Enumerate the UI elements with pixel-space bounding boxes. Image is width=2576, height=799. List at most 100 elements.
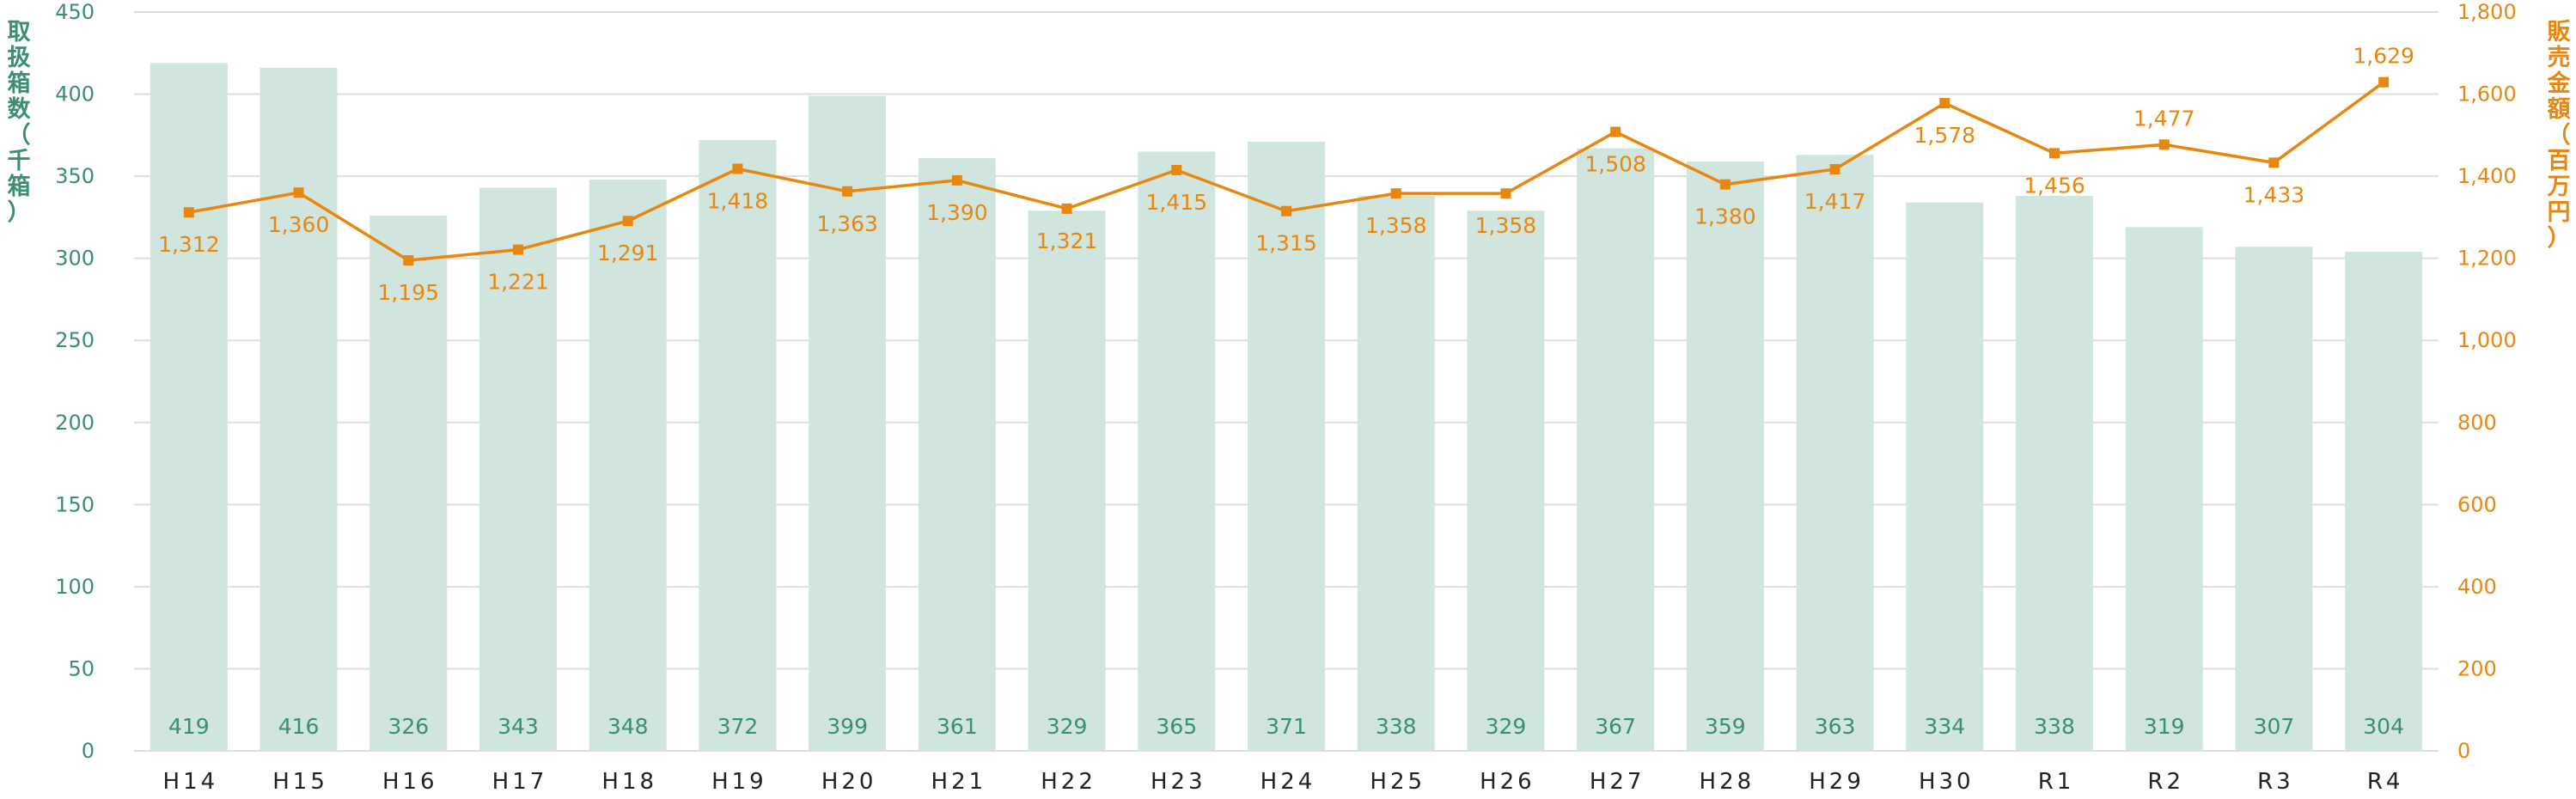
bar-value-label: 363 <box>1815 714 1856 739</box>
line-point <box>842 186 853 197</box>
left-tick-label: 50 <box>68 656 95 680</box>
x-tick-label: H16 <box>382 769 438 795</box>
line-point <box>2049 148 2060 159</box>
left-axis-title: 取扱箱数（千箱） <box>8 19 32 226</box>
line-point <box>1939 98 1950 109</box>
line-value-label: 1,221 <box>487 270 549 295</box>
bar <box>369 215 448 751</box>
bar-value-label: 307 <box>2254 714 2295 739</box>
bar-value-label: 416 <box>278 714 320 739</box>
line-value-label: 1,195 <box>377 280 439 305</box>
bar <box>1467 210 1545 751</box>
bar <box>1906 202 1984 751</box>
x-tick-label: H24 <box>1261 769 1316 795</box>
bar-value-label: 372 <box>717 714 759 739</box>
x-tick-label: H18 <box>601 769 657 795</box>
right-tick-label: 0 <box>2457 739 2470 763</box>
left-axis: 0 50 100 150 200 250 300 350 400 450 <box>55 0 95 763</box>
right-axis-title-text: 販売金額（百万円） <box>2547 19 2572 252</box>
x-tick-label: H15 <box>272 769 328 795</box>
x-tick-label: H22 <box>1041 769 1096 795</box>
line-value-label: 1,360 <box>268 212 330 237</box>
line-value-label: 1,358 <box>1365 213 1427 238</box>
line-value-label: 1,477 <box>2133 106 2195 131</box>
bar-value-label: 334 <box>1924 714 1965 739</box>
bar-value-label: 399 <box>827 714 868 739</box>
right-tick-label: 1,600 <box>2457 82 2517 107</box>
left-tick-label: 200 <box>55 411 95 435</box>
right-tick-label: 600 <box>2457 492 2497 516</box>
right-axis: 0 200 400 600 800 1,000 1,200 1,400 1,600 1,800 <box>2457 0 2517 763</box>
line-value-label: 1,629 <box>2353 44 2414 69</box>
line-value-label: 1,433 <box>2243 182 2305 207</box>
bar-value-label: 338 <box>1376 714 1417 739</box>
bar <box>2125 227 2203 751</box>
line-value-label: 1,418 <box>707 189 769 214</box>
x-tick-label: R2 <box>2147 769 2184 795</box>
line-series <box>183 76 2390 266</box>
bar-series <box>150 63 2423 752</box>
line-value-label: 1,321 <box>1036 229 1098 253</box>
bar <box>2235 247 2313 751</box>
line-point <box>1061 203 1072 214</box>
bar-value-labels: 419 416 326 343 348 372 399 361 329 365 371 338 329 3… <box>168 714 2404 739</box>
line-value-label: 1,417 <box>1804 189 1866 214</box>
bar-value-label: 367 <box>1595 714 1636 739</box>
line-point <box>1281 205 1291 217</box>
line-value-labels: 1,312 1,360 1,195 1,221 1,291 1,418 1,363 1,390… <box>158 44 2414 305</box>
right-tick-label: 1,800 <box>2457 0 2517 24</box>
line-point <box>1610 126 1621 137</box>
line-point <box>1171 164 1182 175</box>
line-point <box>622 216 633 227</box>
left-tick-label: 350 <box>55 164 95 188</box>
bar <box>2016 196 2093 752</box>
bar <box>1357 196 1435 752</box>
line-value-label: 1,508 <box>1584 152 1646 177</box>
x-tick-label: H19 <box>711 769 767 795</box>
x-tick-label: H17 <box>492 769 548 795</box>
bar-value-label: 419 <box>168 714 210 739</box>
right-tick-label: 200 <box>2457 656 2497 680</box>
line-value-label: 1,456 <box>2024 173 2085 198</box>
line-value-label: 1,380 <box>1694 204 1756 229</box>
bar <box>259 67 338 751</box>
bar <box>1577 148 1655 752</box>
line-point <box>1829 163 1840 174</box>
bar-value-label: 329 <box>1047 714 1088 739</box>
bar <box>2345 252 2423 751</box>
line-point <box>951 174 962 186</box>
left-tick-label: 400 <box>55 82 95 107</box>
left-axis-title-text: 取扱箱数（千箱） <box>8 19 32 226</box>
line-point <box>293 187 304 198</box>
line-point <box>2158 139 2170 150</box>
line-point <box>1719 179 1731 190</box>
bar <box>1138 151 1216 751</box>
right-tick-label: 1,200 <box>2457 247 2517 271</box>
line-point <box>1390 188 1401 199</box>
bar-value-label: 304 <box>2363 714 2404 739</box>
right-axis-title: 販売金額（百万円） <box>2547 19 2572 252</box>
line-point <box>183 207 194 218</box>
left-tick-label: 450 <box>55 0 95 24</box>
line-point <box>513 244 523 255</box>
x-tick-label: H25 <box>1370 769 1425 795</box>
bar <box>1028 210 1106 751</box>
bar-value-label: 326 <box>388 714 429 739</box>
line-value-label: 1,312 <box>158 232 220 257</box>
x-tick-label: H14 <box>163 769 219 795</box>
x-tick-label: H27 <box>1590 769 1645 795</box>
bar <box>699 140 777 752</box>
line-point <box>1500 188 1511 199</box>
bar-value-label: 338 <box>2034 714 2075 739</box>
bar-value-label: 319 <box>2144 714 2185 739</box>
x-tick-label: H30 <box>1919 769 1975 795</box>
bar <box>150 63 228 751</box>
line-value-label: 1,415 <box>1145 190 1207 215</box>
bar <box>1248 141 1325 751</box>
line-value-label: 1,291 <box>597 241 659 265</box>
x-tick-label: H20 <box>821 769 877 795</box>
left-tick-label: 250 <box>55 328 95 352</box>
bar <box>809 95 887 751</box>
x-axis: H14 H15 H16 H17 H18 H19 H20 H21 H22 H23 H24 H25 H26 H… <box>163 769 2401 795</box>
